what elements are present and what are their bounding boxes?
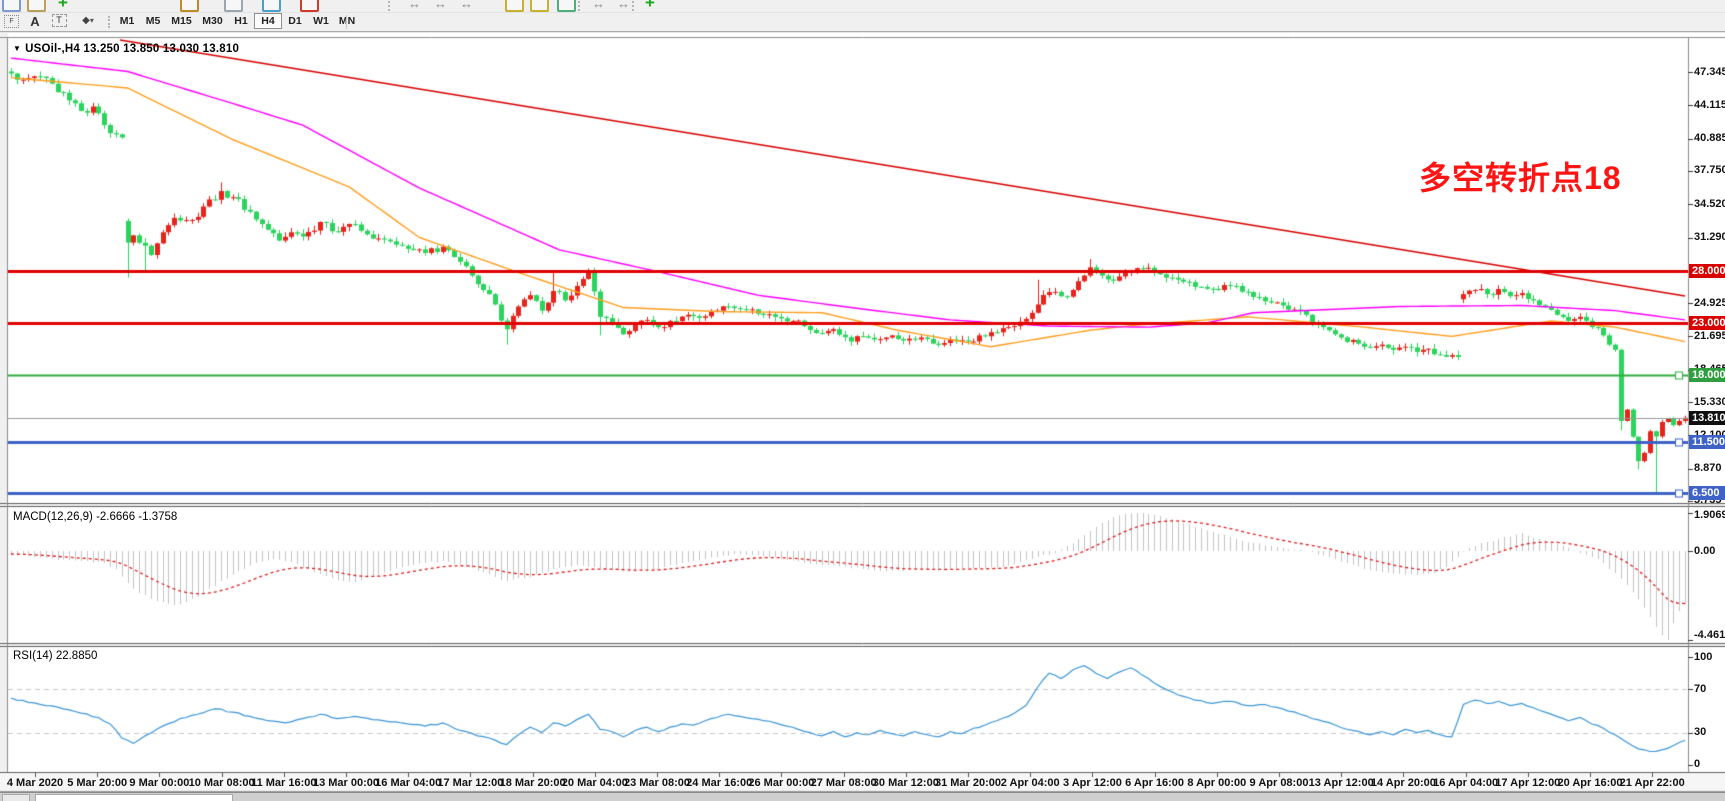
toolbar-gripper xyxy=(632,1,637,11)
date-axis-label: 23 Mar 08:00 xyxy=(623,777,691,789)
preview-icon[interactable] xyxy=(262,0,281,12)
date-axis-label: 4 Mar 2020 xyxy=(6,777,64,789)
rsi-axis-tick: 100 xyxy=(1694,650,1713,663)
price-axis-tick: 40.885 xyxy=(1694,132,1725,145)
pencil-icon[interactable] xyxy=(505,0,524,12)
date-axis-label: 2 Apr 04:00 xyxy=(1000,777,1060,789)
toolbar-gripper xyxy=(108,16,113,28)
scrollbar-corner xyxy=(2,794,30,801)
price-badge-18.000: 18.000 xyxy=(1689,367,1725,382)
price-axis-tick: 34.520 xyxy=(1694,197,1725,210)
date-axis-label: 10 Mar 08:00 xyxy=(188,777,255,789)
date-axis-label: 17 Mar 12:00 xyxy=(437,777,504,789)
date-axis-label: 8 Apr 00:00 xyxy=(1187,777,1247,789)
date-axis-label: 30 Mar 12:00 xyxy=(872,777,939,789)
hline-tool-icon[interactable]: ↔ xyxy=(592,0,605,11)
date-axis-label: 9 Apr 08:00 xyxy=(1249,777,1309,789)
horizontal-scrollbar[interactable] xyxy=(0,792,1725,801)
pencil2-icon[interactable] xyxy=(530,0,549,12)
new-order-icon[interactable]: + xyxy=(58,0,68,12)
text-box-icon[interactable]: T xyxy=(50,14,68,29)
price-axis-tick: 31.290 xyxy=(1694,231,1725,244)
timeframe-button-d1[interactable]: D1 xyxy=(288,15,302,27)
expert-advisor-icon[interactable] xyxy=(180,0,199,12)
macd-axis-tick: 1.9069 xyxy=(1694,508,1725,521)
date-axis-label: 16 Apr 04:00 xyxy=(1433,777,1499,789)
date-axis-label: 18 Mar 20:00 xyxy=(499,777,566,789)
stop-icon[interactable] xyxy=(300,0,319,12)
date-axis-label: 3 Apr 12:00 xyxy=(1062,777,1122,789)
rsi-axis-tick: 30 xyxy=(1694,726,1707,739)
price-badge-23.000: 23.000 xyxy=(1689,316,1725,330)
tile-horizontal-icon[interactable]: ↔ xyxy=(408,0,421,11)
text-label-icon[interactable]: A xyxy=(30,14,40,29)
toolbar-separator xyxy=(346,15,347,29)
price-badge-11.500: 11.500 xyxy=(1689,434,1725,449)
price-axis-tick: 47.345 xyxy=(1694,65,1725,78)
price-axis-tick: 21.695 xyxy=(1694,329,1725,342)
date-axis-label: 21 Apr 22:00 xyxy=(1619,777,1685,789)
date-axis-label: 27 Mar 08:00 xyxy=(810,777,877,789)
rsi-axis-tick: 70 xyxy=(1694,682,1707,695)
date-axis-label: 6 Apr 16:00 xyxy=(1125,777,1185,789)
price-axis-tick: 44.115 xyxy=(1694,98,1725,111)
price-axis-tick: 37.750 xyxy=(1694,164,1725,177)
price-axis-tick: 24.925 xyxy=(1694,296,1725,309)
date-axis-label: 24 Mar 16:00 xyxy=(686,777,753,789)
symbol-ohlc-text: USOil-,H4 13.250 13.850 13.030 13.810 xyxy=(25,43,240,55)
timeframe-button-m1[interactable]: M1 xyxy=(119,15,135,27)
toolbar-gripper xyxy=(388,1,393,11)
arrows-dropdown-icon[interactable]: ◆▾ xyxy=(82,15,94,26)
price-axis-tick: 15.330 xyxy=(1694,395,1725,408)
timeframe-button-w1[interactable]: W1 xyxy=(313,15,329,27)
add-indicator-icon[interactable]: + xyxy=(645,0,655,12)
print-icon[interactable] xyxy=(224,0,243,12)
date-axis-label: 26 Mar 00:00 xyxy=(748,777,815,789)
macd-header: MACD(12,26,9) -2.6666 -1.3758 xyxy=(13,511,178,523)
vline-tool-icon[interactable]: ↔ xyxy=(617,0,630,11)
timeframe-button-h1[interactable]: H1 xyxy=(234,15,248,27)
cascade-icon[interactable]: ↔ xyxy=(460,0,473,11)
timeframe-button-m30[interactable]: M30 xyxy=(202,15,223,27)
macd-axis-tick: -4.4614 xyxy=(1694,628,1725,641)
timeframe-button-m15[interactable]: M15 xyxy=(171,15,192,27)
date-axis-label: 16 Mar 04:00 xyxy=(375,777,442,789)
rsi-header: RSI(14) 22.8850 xyxy=(13,650,98,662)
toolbar-row1: + ↔ ↔ ↔ ↔ ↔ + xyxy=(0,0,1725,13)
price-badge-6.500: 6.500 xyxy=(1689,486,1725,501)
date-axis-label: 9 Mar 00:00 xyxy=(129,777,190,789)
date-axis-label: 13 Apr 12:00 xyxy=(1308,777,1374,789)
timeframe-button-m5[interactable]: M5 xyxy=(145,15,161,27)
objects-table-icon[interactable] xyxy=(557,0,576,12)
chinese-annotation: 多空转折点18 xyxy=(1419,160,1622,196)
toolbar-gripper xyxy=(578,1,583,11)
date-axis-label: 31 Mar 20:00 xyxy=(934,777,1002,789)
scrollbar-thumb[interactable] xyxy=(35,794,233,801)
date-axis-label: 20 Apr 16:00 xyxy=(1557,777,1623,789)
zoom-icon[interactable] xyxy=(27,0,46,12)
rsi-axis-tick: 0 xyxy=(1694,757,1701,770)
price-axis-tick: 8.870 xyxy=(1694,462,1722,475)
grid-f-icon[interactable]: F xyxy=(3,14,20,29)
date-axis-label: 5 Mar 20:00 xyxy=(67,777,128,789)
macd-axis-tick: 0.00 xyxy=(1694,544,1716,557)
tile-vertical-icon[interactable]: ↔ xyxy=(434,0,447,11)
date-axis-label: 11 Mar 16:00 xyxy=(251,777,317,789)
date-axis-label: 14 Apr 20:00 xyxy=(1370,777,1436,789)
timeframe-button-mn[interactable]: MN xyxy=(338,15,356,27)
price-badge-28.000: 28.000 xyxy=(1689,264,1725,279)
chart-window-icon[interactable] xyxy=(2,0,21,12)
date-axis-label: 20 Mar 04:00 xyxy=(561,777,628,789)
timeframe-button-h4[interactable]: H4 xyxy=(254,13,282,29)
price-badge-13.810: 13.810 xyxy=(1689,410,1725,425)
date-axis-label: 17 Apr 12:00 xyxy=(1495,777,1561,789)
date-axis-label: 13 Mar 00:00 xyxy=(312,777,380,789)
toolbar-row2: F A T ◆▾ M1 M5 M15 M30 H1 H4 D1 W1 MN xyxy=(0,13,1725,32)
chart-dropdown-icon[interactable]: ▼ xyxy=(13,44,22,53)
chart-title: ▼ USOil-,H4 13.250 13.850 13.030 13.810 xyxy=(13,43,239,55)
timeframe-group: M1 M5 M15 M30 H1 H4 D1 W1 MN xyxy=(114,13,360,30)
